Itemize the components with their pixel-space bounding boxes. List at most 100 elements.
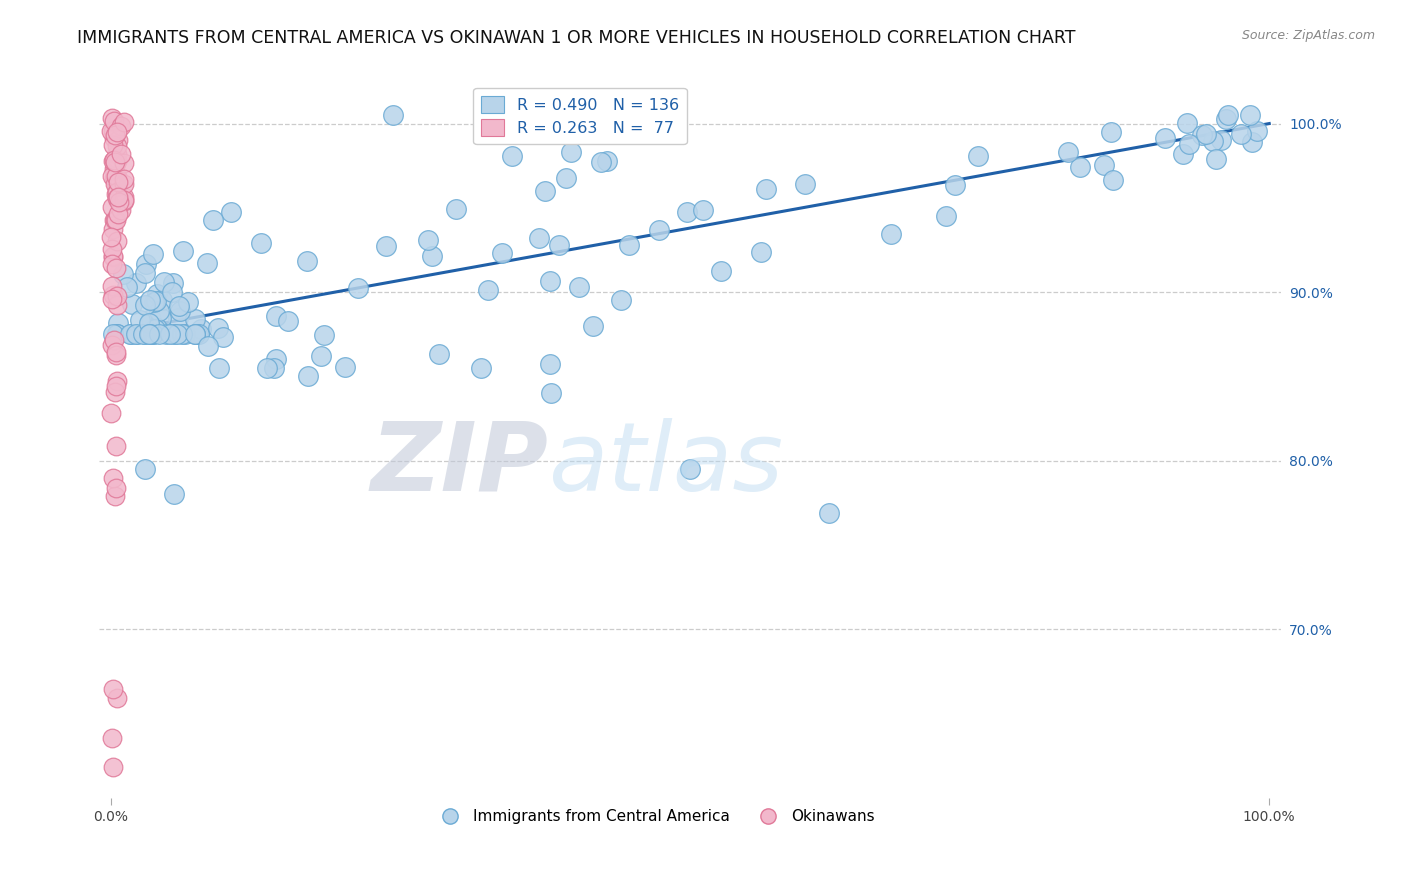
Point (104, 348, 127, 362)
Point (163, 327, 186, 342)
Point (104, 212, 127, 227)
Point (101, 471, 124, 485)
Point (104, 169, 127, 183)
Point (105, 180, 128, 194)
Point (149, 311, 172, 326)
Point (617, 238, 640, 252)
Point (174, 327, 197, 342)
Point (105, 298, 128, 312)
Point (104, 260, 127, 275)
Point (1205, 153, 1227, 167)
Point (169, 303, 191, 318)
Point (132, 327, 155, 342)
Point (105, 191, 128, 205)
Point (1178, 136, 1201, 151)
Point (172, 244, 194, 258)
Point (112, 177, 135, 191)
Point (105, 153, 128, 168)
Point (150, 293, 173, 307)
Point (105, 169, 128, 184)
Point (160, 285, 183, 299)
Point (103, 333, 125, 347)
Point (1240, 135, 1263, 149)
Point (610, 293, 633, 308)
Point (124, 276, 146, 290)
Point (208, 361, 231, 376)
Point (139, 327, 162, 342)
Point (125, 327, 148, 342)
Point (134, 266, 156, 280)
Point (427, 347, 450, 361)
Point (534, 184, 557, 198)
Point (381, 108, 404, 122)
Point (110, 202, 132, 217)
Point (100, 230, 122, 244)
Point (159, 327, 181, 342)
Point (945, 178, 967, 192)
Point (107, 175, 129, 189)
Point (195, 255, 218, 269)
Point (104, 159, 127, 173)
Point (128, 313, 150, 327)
Point (755, 182, 778, 196)
Point (263, 361, 285, 376)
Point (935, 209, 957, 223)
Point (155, 327, 177, 342)
Point (107, 316, 129, 330)
Point (105, 374, 128, 388)
Point (162, 276, 184, 290)
Point (100, 257, 122, 271)
Point (103, 170, 125, 185)
Point (589, 154, 612, 169)
Point (187, 327, 209, 342)
Point (103, 162, 125, 177)
Point (112, 194, 135, 208)
Point (112, 193, 135, 207)
Point (153, 275, 176, 289)
Point (190, 322, 212, 336)
Point (1209, 133, 1232, 147)
Point (105, 691, 128, 706)
Point (101, 731, 124, 746)
Point (793, 177, 815, 191)
Point (103, 178, 125, 192)
Point (112, 115, 135, 129)
Point (148, 303, 170, 318)
Point (163, 487, 186, 501)
Point (105, 345, 128, 359)
Point (491, 246, 513, 260)
Point (169, 299, 191, 313)
Point (1056, 145, 1078, 160)
Point (548, 238, 571, 252)
Point (105, 185, 128, 199)
Point (142, 247, 165, 261)
Point (105, 379, 128, 393)
Point (104, 481, 127, 495)
Point (103, 213, 125, 227)
Point (250, 235, 273, 250)
Point (138, 327, 160, 342)
Point (314, 327, 336, 342)
Point (148, 327, 170, 342)
Point (202, 213, 225, 227)
Point (420, 249, 443, 263)
Point (110, 147, 132, 161)
Point (138, 316, 160, 330)
Point (595, 153, 617, 168)
Point (100, 124, 122, 138)
Text: atlas: atlas (548, 417, 783, 511)
Point (264, 351, 287, 366)
Point (211, 329, 233, 343)
Point (104, 489, 127, 503)
Point (146, 321, 169, 335)
Point (117, 279, 139, 293)
Point (105, 289, 128, 303)
Point (1239, 108, 1261, 122)
Point (103, 222, 125, 236)
Point (112, 156, 135, 170)
Point (101, 138, 124, 153)
Point (105, 187, 128, 202)
Point (1154, 131, 1177, 145)
Point (692, 202, 714, 217)
Point (121, 296, 143, 310)
